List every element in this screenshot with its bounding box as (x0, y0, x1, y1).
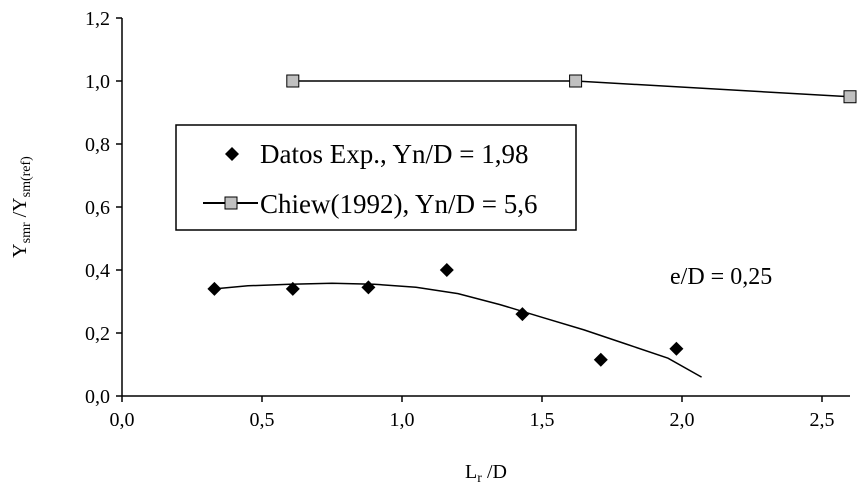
x-tick-label: 0,0 (110, 409, 135, 431)
x-axis-label-main: L (465, 461, 477, 483)
y-axis-label: Ysmr /Ysm(ref) (9, 156, 34, 258)
legend: Datos Exp., Yn/D = 1,98 Chiew(1992), Yn/… (175, 124, 577, 231)
series-datos-point (593, 352, 608, 367)
legend-label-datos: Datos Exp., Yn/D = 1,98 (260, 139, 528, 169)
legend-square-marker (224, 196, 238, 210)
x-tick-label: 1,0 (390, 409, 415, 431)
x-axis-label: Lr /D (465, 461, 507, 483)
x-axis-ticks: 0,0 0,5 1,0 1,5 2,0 2,5 (110, 396, 835, 431)
legend-box (175, 124, 577, 231)
x-axis-label-rest: /D (482, 461, 507, 483)
x-axis-label-sub: r (477, 471, 482, 483)
y-tick-label: 0,6 (85, 197, 110, 219)
y-tick-label: 0,8 (85, 134, 110, 156)
legend-diamond-marker (225, 147, 239, 161)
series-datos-point (361, 280, 376, 295)
y-tick-label: 1,2 (85, 8, 110, 30)
series-layer (207, 74, 857, 378)
series-datos-point (285, 281, 300, 296)
x-tick-label: 2,5 (810, 409, 835, 431)
x-tick-label: 1,5 (530, 409, 555, 431)
x-tick-label: 0,5 (250, 409, 275, 431)
y-tick-label: 0,4 (85, 260, 110, 282)
x-tick-label: 2,0 (670, 409, 695, 431)
series-datos-point (207, 281, 222, 296)
series-chiew-point (843, 90, 857, 104)
series-datos-point (669, 341, 684, 356)
trendline (214, 282, 702, 378)
series-chiew-point (569, 74, 583, 88)
series-datos-point (439, 263, 454, 277)
legend-label-chiew: Chiew(1992), Yn/D = 5,6 (260, 189, 537, 219)
y-tick-label: 1,0 (85, 71, 110, 93)
y-axis-label-mid: /Y (9, 197, 31, 222)
y-tick-label: 0,0 (85, 386, 110, 408)
y-axis-label-sub2: sm(ref) (19, 156, 34, 198)
y-axis-label-main: Y (9, 243, 31, 257)
y-axis-label-sub1: smr (19, 222, 34, 243)
y-axis-ticks: 0,0 0,2 0,4 0,6 0,8 1,0 1,2 (85, 8, 122, 408)
annotation: e/D = 0,25 (670, 264, 772, 290)
series-chiew-point (286, 74, 300, 88)
series-datos-point (515, 307, 530, 322)
y-tick-label: 0,2 (85, 323, 110, 345)
